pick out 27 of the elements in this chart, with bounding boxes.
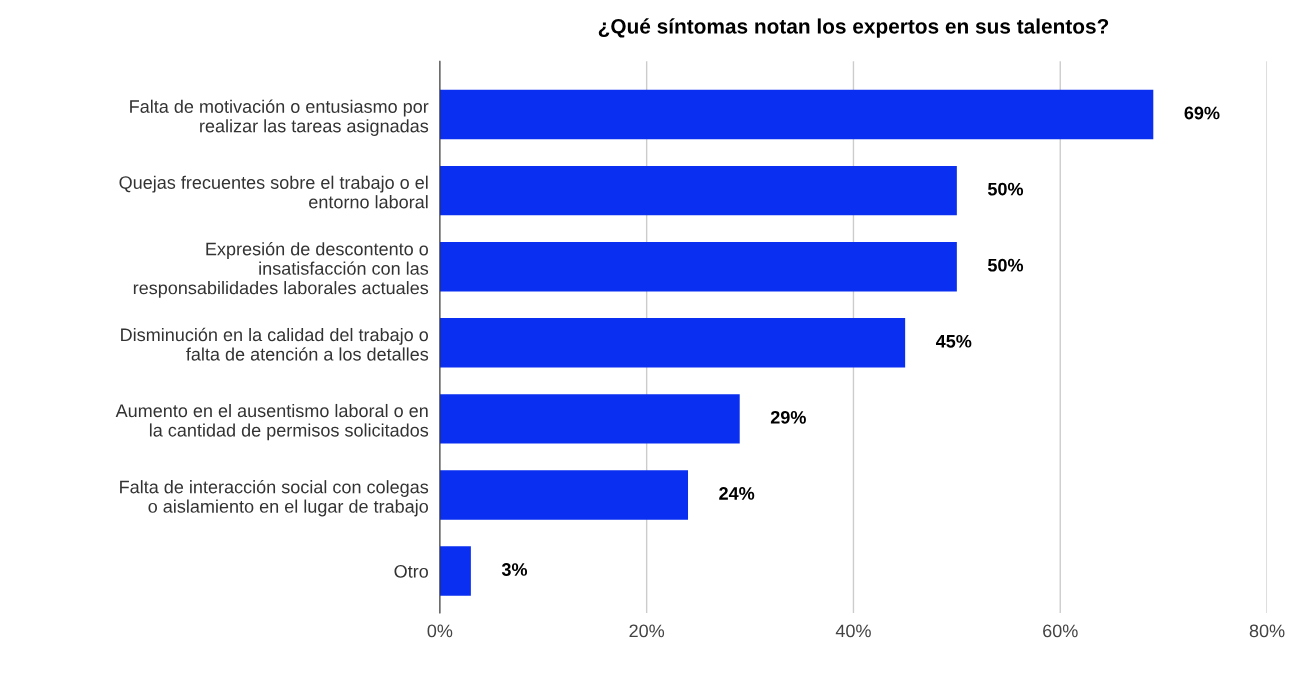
y-tick-label: Falta de interacción social con colegas o aislamiento en el lugar de trabajo (120, 479, 429, 517)
y-tick-label: Disminución en la calidad del trabajo o falta de atención a los detalles (121, 327, 429, 361)
x-tick-label: 20% (629, 624, 665, 638)
x-tick-label: 0% (427, 624, 453, 638)
y-tick-label: Quejas frecuentes sobre el trabajo o el entorno laboral (119, 175, 428, 209)
data-label: 50% (987, 258, 1024, 272)
bar (439, 546, 471, 596)
y-tick-label: Otro (394, 564, 428, 578)
y-tick-label: Falta de motivación o entusiasmo por realizar las tareas asignadas (130, 99, 429, 136)
bar (439, 394, 740, 444)
x-tick-label: 60% (1043, 624, 1078, 638)
bar (439, 470, 689, 520)
bar (439, 318, 906, 368)
x-tick-label: 40% (835, 624, 871, 638)
data-label: 24% (719, 487, 755, 500)
bar (439, 165, 957, 216)
data-label: 50% (987, 182, 1024, 196)
data-label: 3% (501, 563, 528, 576)
data-label: 29% (770, 410, 806, 424)
data-label: 69% (1184, 106, 1220, 120)
bar (439, 241, 957, 292)
y-tick-label: Aumento en el ausentismo laboral o en la cantidad de permisos solicitados (115, 403, 429, 441)
data-label: 45% (935, 334, 972, 348)
y-tick-label: Expresión de descontento o insatisfacción con las responsabilidades laborales actuales (133, 241, 429, 298)
bar (439, 89, 1154, 140)
chart-title: ¿Qué síntomas notan los expertos en sus talentos? (598, 18, 1109, 38)
x-tick-label: 80% (1249, 624, 1285, 638)
